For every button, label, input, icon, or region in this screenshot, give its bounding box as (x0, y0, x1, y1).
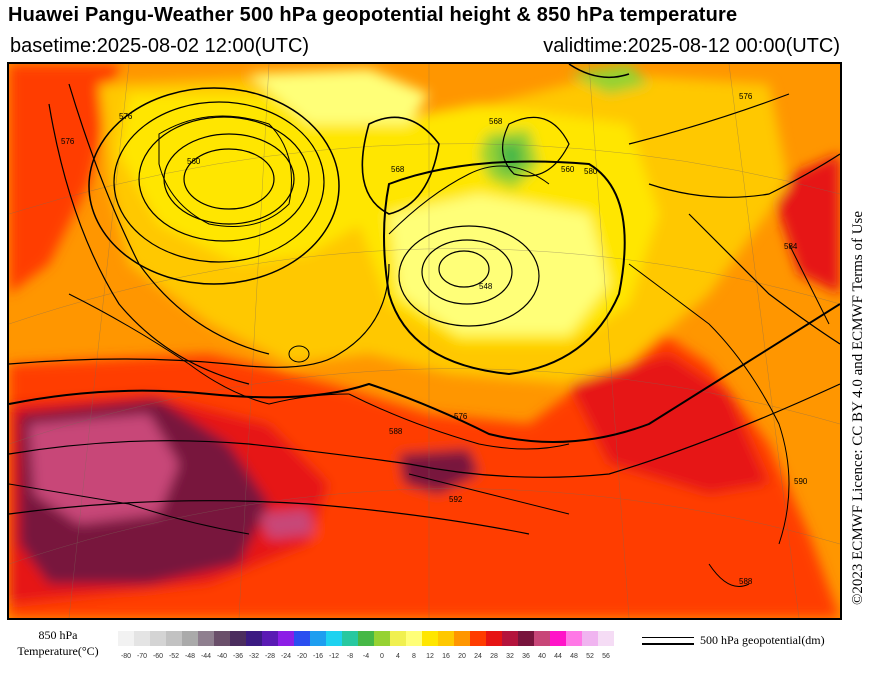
licence-text: ©2023 ECMWF Licence: CC BY 4.0 and ECMWF… (850, 210, 866, 605)
colorbar-swatch (582, 631, 598, 646)
colorbar-swatch (326, 631, 342, 646)
weather-map-canvas: 576 560 568 576 568 580 548 560 576 588 … (9, 64, 840, 618)
colorbar-swatch (422, 631, 438, 646)
colorbar-swatch (310, 631, 326, 646)
colorbar-tick-label: -16 (312, 653, 324, 660)
colorbar-swatch (390, 631, 406, 646)
colorbar-tick-label: -24 (280, 653, 292, 660)
contour-label: 576 (119, 112, 133, 121)
colorbar-swatch (470, 631, 486, 646)
colorbar-tick-label: -44 (200, 653, 212, 660)
contour-label: 576 (454, 412, 468, 421)
colorbar-swatch (166, 631, 182, 646)
colorbar-tick-label: 52 (586, 653, 594, 660)
colorbar-tick-label: -52 (168, 653, 180, 660)
contour-label: 588 (389, 427, 403, 436)
colorbar-swatch (566, 631, 582, 646)
colorbar-tick-label: 12 (426, 653, 434, 660)
contour-label: 576 (739, 92, 753, 101)
colorbar-swatch (518, 631, 534, 646)
colorbar-swatch (454, 631, 470, 646)
colorbar-swatch (342, 631, 358, 646)
colorbar-swatch (486, 631, 502, 646)
contour-label: 584 (784, 242, 798, 251)
colorbar-tick-label: 40 (538, 653, 546, 660)
contour-labels: 576 560 568 576 568 580 548 560 576 588 … (61, 92, 808, 586)
contour-label: 568 (489, 117, 503, 126)
colorbar-swatch (278, 631, 294, 646)
colorbar-swatch (214, 631, 230, 646)
basetime-label: basetime:2025-08-02 12:00(UTC) (10, 35, 310, 57)
colorbar-tick-label: -20 (296, 653, 308, 660)
contour-label: 560 (561, 165, 575, 174)
temperature-legend-line2: Temperature(°C) (17, 644, 99, 658)
contour-label: 568 (391, 165, 405, 174)
colorbar-tick-label: -70 (136, 653, 148, 660)
colorbar-swatch (534, 631, 550, 646)
colorbar-swatch (198, 631, 214, 646)
geopotential-legend: 500 hPa geopotential(dm) (642, 632, 857, 652)
contour-label: 590 (794, 477, 808, 486)
colorbar-tick-label: -60 (152, 653, 164, 660)
colorbar-tick-label: -32 (248, 653, 260, 660)
colorbar-swatch (134, 631, 150, 646)
colorbar-tick-label: -4 (362, 653, 370, 660)
contour-label: 580 (584, 167, 598, 176)
colorbar-swatch (502, 631, 518, 646)
geopotential-contours (9, 64, 840, 535)
contour-label: 576 (61, 137, 75, 146)
colorbar-tick-label: 20 (458, 653, 466, 660)
colorbar-swatch (262, 631, 278, 646)
colorbar-swatch (118, 631, 134, 646)
colorbar-swatch (150, 631, 166, 646)
colorbar-swatch (358, 631, 374, 646)
colorbar-tick-label: 56 (602, 653, 610, 660)
contour-label: 548 (479, 282, 493, 291)
colorbar-swatch (406, 631, 422, 646)
validtime-label: validtime:2025-08-12 00:00(UTC) (543, 35, 840, 57)
contour-label: 560 (187, 157, 201, 166)
colorbar-swatch (230, 631, 246, 646)
colorbar-swatch (294, 631, 310, 646)
geopotential-legend-line-thick (642, 643, 694, 645)
colorbar-tick-label: 8 (412, 653, 416, 660)
colorbar-swatch (182, 631, 198, 646)
chart-title: Huawei Pangu-Weather 500 hPa geopotentia… (8, 4, 738, 26)
colorbar-tick-label: -12 (328, 653, 340, 660)
lat-lon-grid (9, 64, 840, 618)
temperature-legend-label: 850 hPa Temperature(°C) (8, 627, 108, 659)
colorbar-swatch (374, 631, 390, 646)
colorbar-swatch (598, 631, 614, 646)
colorbar-tick-label: -28 (264, 653, 276, 660)
colorbar-tick-label: 44 (554, 653, 562, 660)
colorbar-tick-label: -80 (120, 653, 132, 660)
colorbar-tick-label: -48 (184, 653, 196, 660)
geopotential-legend-label: 500 hPa geopotential(dm) (700, 633, 825, 647)
colorbar-tick-label: 36 (522, 653, 530, 660)
colorbar-tick-label: 16 (442, 653, 450, 660)
geopotential-legend-line-thin (642, 637, 694, 638)
colorbar-tick-label: 32 (506, 653, 514, 660)
colorbar-tick-label: -40 (216, 653, 228, 660)
colorbar-swatch (550, 631, 566, 646)
colorbar-tick-label: 48 (570, 653, 578, 660)
colorbar-tick-label: 24 (474, 653, 482, 660)
colorbar-swatch (438, 631, 454, 646)
colorbar-tick-label: 28 (490, 653, 498, 660)
contour-label: 588 (739, 577, 753, 586)
colorbar-swatch (246, 631, 262, 646)
contour-label: 592 (449, 495, 463, 504)
weather-map: 576 560 568 576 568 580 548 560 576 588 … (7, 62, 842, 620)
colorbar-tick-label: -8 (346, 653, 354, 660)
colorbar-tick-label: 0 (380, 653, 384, 660)
temperature-legend-line1: 850 hPa (38, 628, 78, 642)
colorbar-tick-label: 4 (396, 653, 400, 660)
colorbar-tick-label: -36 (232, 653, 244, 660)
